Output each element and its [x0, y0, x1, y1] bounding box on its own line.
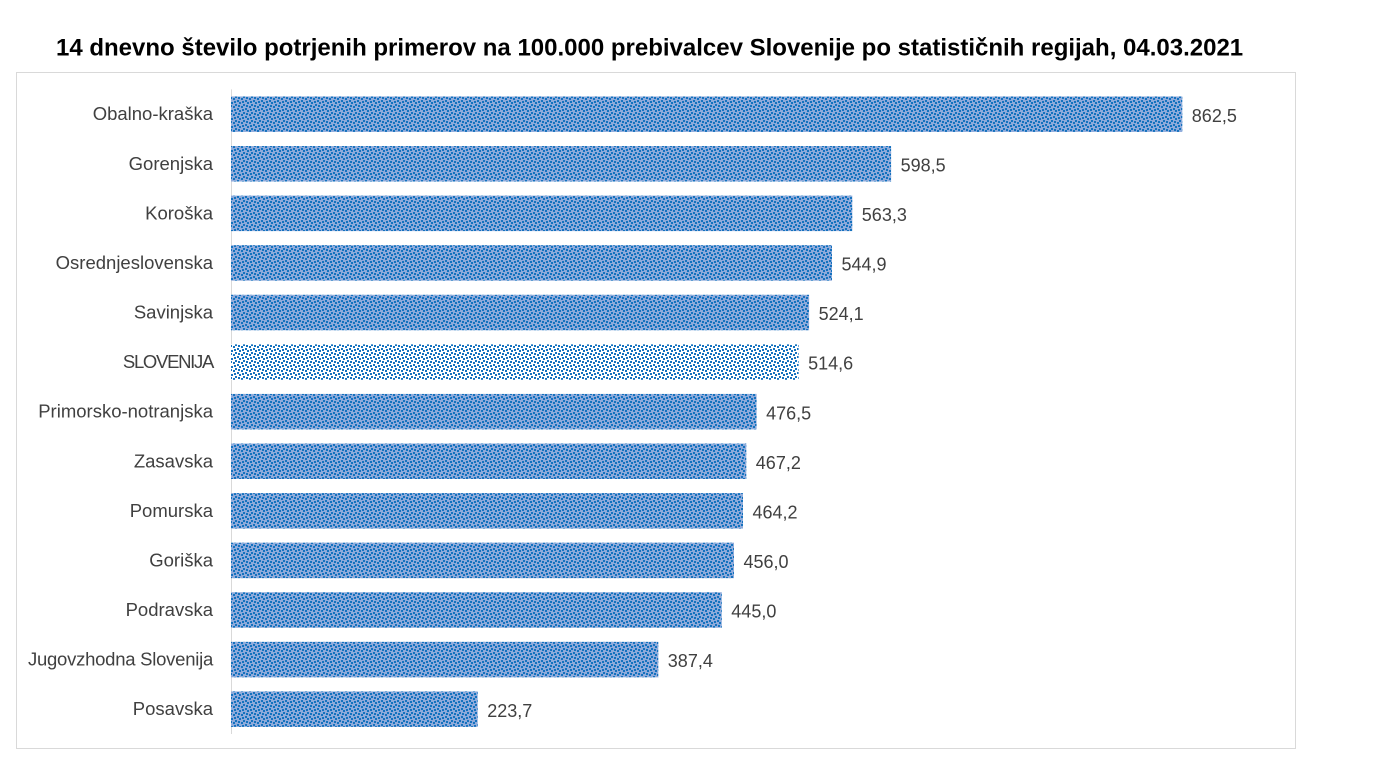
svg-text:Jugovzhodna Slovenija: Jugovzhodna Slovenija	[28, 649, 214, 670]
svg-text:Posavska: Posavska	[133, 698, 214, 719]
svg-text:514,6: 514,6	[808, 354, 853, 374]
svg-text:456,0: 456,0	[744, 552, 789, 572]
svg-text:563,3: 563,3	[862, 205, 907, 225]
svg-text:Gorenjska: Gorenjska	[129, 153, 214, 174]
svg-text:862,5: 862,5	[1192, 106, 1237, 126]
svg-text:223,7: 223,7	[487, 701, 532, 721]
svg-text:Goriška: Goriška	[149, 549, 213, 570]
svg-text:Obalno-kraška: Obalno-kraška	[93, 103, 214, 124]
svg-text:SLOVENIJA: SLOVENIJA	[123, 351, 215, 372]
svg-text:445,0: 445,0	[731, 602, 776, 622]
svg-text:Pomurska: Pomurska	[130, 500, 214, 521]
svg-text:467,2: 467,2	[756, 453, 801, 473]
svg-text:544,9: 544,9	[842, 255, 887, 275]
svg-text:14 dnevno število potrjenih pr: 14 dnevno število potrjenih primerov na …	[56, 34, 1243, 61]
svg-text:387,4: 387,4	[668, 651, 713, 671]
svg-text:Koroška: Koroška	[145, 202, 214, 223]
svg-text:464,2: 464,2	[753, 502, 798, 522]
svg-text:Zasavska: Zasavska	[134, 450, 214, 471]
svg-text:Primorsko-notranjska: Primorsko-notranjska	[38, 401, 213, 422]
svg-text:476,5: 476,5	[766, 403, 811, 423]
svg-text:524,1: 524,1	[819, 304, 864, 324]
svg-text:Savinjska: Savinjska	[134, 302, 214, 323]
svg-text:Podravska: Podravska	[126, 599, 214, 620]
svg-text:Osrednjeslovenska: Osrednjeslovenska	[56, 252, 214, 273]
svg-text:598,5: 598,5	[901, 155, 946, 175]
